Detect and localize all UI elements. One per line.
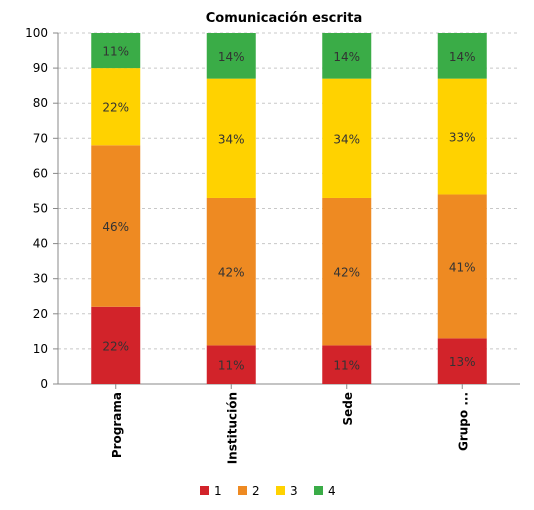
bar-data-label: 42%	[218, 266, 245, 280]
bar-segment	[91, 145, 141, 307]
bar-data-label: 46%	[102, 220, 129, 234]
x-tick-label: Programa	[110, 392, 124, 458]
chart-title: Comunicación escrita	[206, 11, 362, 26]
y-tick-label: 50	[33, 202, 48, 216]
bars	[91, 33, 487, 384]
bar-data-label: 33%	[449, 131, 476, 145]
bar-segment	[322, 345, 372, 384]
bar-segment	[206, 197, 256, 346]
legend-label: 4	[328, 484, 336, 498]
bar-data-label: 34%	[333, 132, 360, 146]
y-tick-label: 100	[25, 26, 48, 40]
bar-data-label: 14%	[333, 50, 360, 64]
bar-data-label: 13%	[449, 355, 476, 369]
bar-segment	[437, 78, 487, 195]
legend-swatch	[276, 486, 285, 495]
y-tick-label: 70	[33, 131, 48, 145]
bar-segment	[322, 197, 372, 346]
legend-swatch	[200, 486, 209, 495]
y-tick-label: 40	[33, 237, 48, 251]
bar-data-label: 11%	[333, 359, 360, 373]
y-tick-label: 30	[33, 272, 48, 286]
bar-segment	[206, 33, 256, 79]
bar-segment	[322, 78, 372, 198]
legend-label: 1	[214, 484, 222, 498]
bar-segment	[206, 345, 256, 384]
bar-data-label: 34%	[218, 132, 245, 146]
bar-segment	[437, 338, 487, 384]
legend-label: 2	[252, 484, 260, 498]
bar-data-label: 42%	[333, 266, 360, 280]
bar-data-label: 22%	[102, 339, 129, 353]
y-tick-label: 0	[40, 377, 48, 391]
legend: 1 2 3 4	[200, 484, 336, 498]
y-tick-labels: 0 10 20 30 40 50 60 70 80 90 100	[25, 26, 48, 391]
legend-swatch	[238, 486, 247, 495]
x-tick-label: Institución	[225, 392, 239, 464]
bar-segment	[206, 78, 256, 198]
data-labels: 22% 46% 22% 11% 11% 42% 34% 14% 11% 42% 34% 14% 13% 4…	[102, 45, 475, 373]
y-tick-label: 60	[33, 166, 48, 180]
bar-data-label: 14%	[449, 50, 476, 64]
y-tick-label: 90	[33, 61, 48, 75]
y-tick-label: 80	[33, 96, 48, 110]
bar-data-label: 22%	[102, 101, 129, 115]
x-tick-label: Sede	[341, 392, 355, 426]
bar-segment	[91, 306, 141, 384]
bar-segment	[437, 194, 487, 339]
bar-segment	[91, 33, 141, 69]
bar-data-label: 41%	[449, 260, 476, 274]
bar-segment	[322, 33, 372, 79]
bar-segment	[91, 68, 141, 146]
y-tick-label: 10	[33, 342, 48, 356]
x-tick-labels: Programa Institución Sede Grupo ...	[110, 392, 471, 464]
x-tick-label: Grupo ...	[456, 392, 470, 451]
bar-segment	[437, 33, 487, 79]
y-tick-label: 20	[33, 307, 48, 321]
legend-label: 3	[290, 484, 298, 498]
legend-swatch	[314, 486, 323, 495]
bar-data-label: 11%	[218, 359, 245, 373]
bar-data-label: 11%	[102, 45, 129, 59]
bar-data-label: 14%	[218, 50, 245, 64]
